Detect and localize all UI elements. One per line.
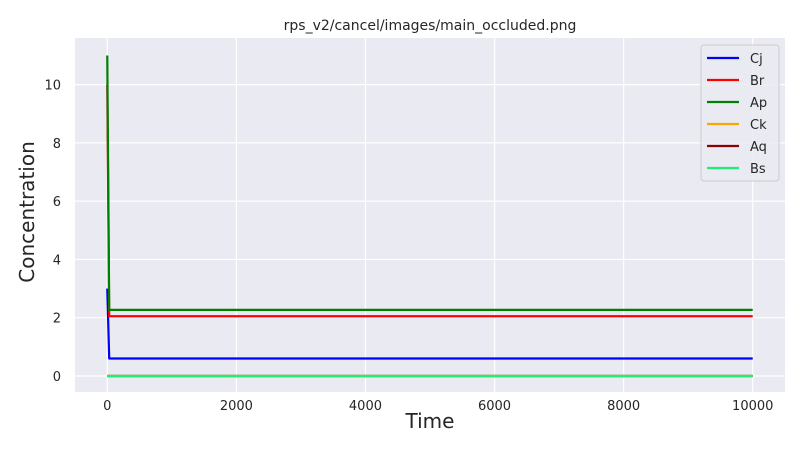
x-tick-label: 8000 <box>607 399 640 414</box>
y-tick-label: 6 <box>53 195 61 210</box>
x-axis-label: Time <box>405 409 455 433</box>
plot-area <box>75 38 785 392</box>
series-line-cj <box>106 288 753 360</box>
y-tick-label: 10 <box>44 79 61 94</box>
series-line-ap <box>106 55 753 311</box>
legend-entry: Aq <box>750 140 767 155</box>
tick-labels: 0 2000 4000 6000 8000 10000 0 2 4 6 8 10 <box>44 79 773 414</box>
series-layer <box>106 55 753 378</box>
legend-box <box>700 44 780 182</box>
y-tick-label: 8 <box>53 137 61 152</box>
legend-entry: Ck <box>750 118 767 133</box>
x-tick-label: 2000 <box>220 399 253 414</box>
legend-entry: Bs <box>750 162 766 177</box>
legend: Cj Br Ap Ck Aq Bs <box>700 44 780 182</box>
y-axis-label: Concentration <box>15 141 39 282</box>
y-tick-label: 2 <box>53 312 61 327</box>
x-tick-label: 6000 <box>478 399 511 414</box>
x-tick-label: 0 <box>103 399 111 414</box>
chart-title: rps_v2/cancel/images/main_occluded.png <box>284 18 577 34</box>
legend-entry: Ap <box>750 96 767 111</box>
legend-entry: Cj <box>750 52 763 67</box>
legend-entry: Br <box>750 74 765 89</box>
x-tick-label: 4000 <box>349 399 382 414</box>
y-tick-label: 4 <box>53 253 61 268</box>
y-tick-label: 0 <box>53 370 61 385</box>
x-tick-label: 10000 <box>732 399 773 414</box>
